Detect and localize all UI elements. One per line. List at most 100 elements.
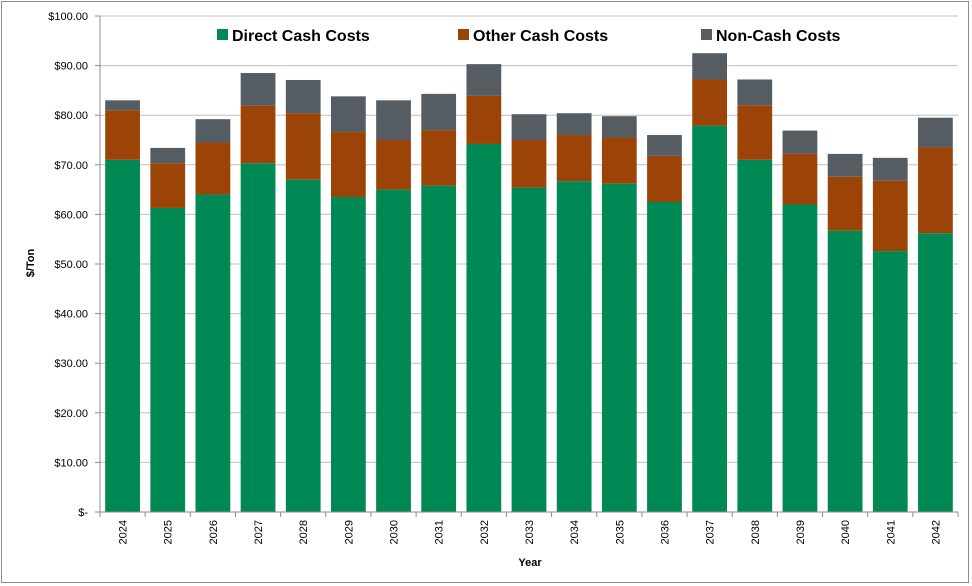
- axes: [95, 15, 959, 517]
- y-tick-label: $-: [78, 507, 88, 519]
- bar-direct-cash-costs-2036: [647, 202, 682, 512]
- bar-direct-cash-costs-2027: [240, 163, 276, 512]
- bar-other-cash-costs-2031: [421, 130, 457, 186]
- bar-other-cash-costs-2027: [240, 105, 276, 164]
- bar-other-cash-costs-2040: [827, 176, 863, 231]
- bar-non-cash-costs-2032: [466, 64, 502, 96]
- bar-non-cash-costs-2029: [330, 96, 366, 133]
- x-tick-label: 2028: [298, 520, 310, 544]
- legend-label: Other Cash Costs: [473, 28, 608, 45]
- legend-swatch: [458, 29, 469, 40]
- bar-non-cash-costs-2040: [827, 153, 863, 177]
- bar-non-cash-costs-2039: [782, 130, 818, 154]
- y-tick-label: $100.00: [48, 11, 88, 23]
- y-axis-title: $/Ton: [25, 248, 37, 277]
- bar-other-cash-costs-2025: [150, 163, 186, 208]
- bar-other-cash-costs-2028: [285, 113, 321, 180]
- x-tick-label: 2024: [118, 520, 130, 544]
- x-tick-label: 2042: [930, 520, 942, 544]
- x-tick-label: 2040: [840, 520, 852, 544]
- bar-non-cash-costs-2025: [150, 147, 186, 164]
- bar-other-cash-costs-2038: [737, 105, 773, 160]
- x-tick-label: 2025: [163, 520, 175, 544]
- x-tick-labels: 2024 2025 2026 2027 2028 2029 2030 2031 2032 2033…: [118, 520, 943, 544]
- bar-non-cash-costs-2035: [601, 116, 637, 138]
- bar-non-cash-costs-2036: [647, 135, 682, 156]
- x-tick-label: 2030: [389, 520, 401, 544]
- bar-direct-cash-costs-2041: [872, 251, 908, 512]
- bar-other-cash-costs-2030: [376, 140, 411, 190]
- bar-direct-cash-costs-2039: [782, 204, 818, 513]
- legend: Direct Cash Costs Other Cash Costs Non-Cas…: [217, 28, 841, 45]
- bar-non-cash-costs-2030: [376, 100, 411, 140]
- x-tick-label: 2033: [524, 520, 536, 544]
- y-tick-label: $40.00: [54, 309, 88, 321]
- bar-non-cash-costs-2034: [556, 113, 592, 136]
- y-tick-labels: $- $10.00 $20.00 $30.00 $40.00 $50.00 $60.00 $7…: [48, 11, 88, 519]
- x-tick-label: 2026: [208, 520, 220, 544]
- bar-other-cash-costs-2032: [466, 95, 502, 144]
- y-tick-label: $20.00: [54, 408, 88, 420]
- bar-direct-cash-costs-2042: [918, 233, 953, 513]
- bar-direct-cash-costs-2024: [105, 159, 140, 512]
- bar-direct-cash-costs-2031: [421, 185, 457, 512]
- legend-swatch: [217, 29, 228, 40]
- x-tick-label: 2038: [750, 520, 762, 544]
- bar-other-cash-costs-2029: [330, 132, 366, 198]
- x-tick-label: 2029: [343, 520, 355, 544]
- y-tick-label: $90.00: [54, 61, 88, 73]
- bar-direct-cash-costs-2025: [150, 207, 186, 512]
- bar-non-cash-costs-2026: [195, 119, 231, 143]
- legend-label: Direct Cash Costs: [232, 28, 370, 45]
- y-tick-label: $50.00: [54, 259, 88, 271]
- y-tick-label: $30.00: [54, 358, 88, 370]
- bar-non-cash-costs-2028: [285, 79, 321, 114]
- x-tick-label: 2039: [795, 520, 807, 544]
- bar-other-cash-costs-2037: [692, 79, 728, 126]
- bar-non-cash-costs-2042: [918, 117, 953, 148]
- legend-swatch: [701, 29, 712, 40]
- y-tick-label: $80.00: [54, 110, 88, 122]
- bar-direct-cash-costs-2026: [195, 194, 231, 512]
- bar-direct-cash-costs-2037: [692, 125, 728, 512]
- bars: [105, 53, 953, 513]
- bar-other-cash-costs-2033: [511, 140, 547, 188]
- bar-other-cash-costs-2036: [647, 155, 682, 202]
- x-tick-label: 2031: [434, 520, 446, 544]
- bar-other-cash-costs-2035: [601, 137, 637, 184]
- bar-non-cash-costs-2038: [737, 79, 773, 106]
- bar-other-cash-costs-2042: [918, 147, 953, 234]
- bar-other-cash-costs-2034: [556, 135, 592, 182]
- x-axis-title: Year: [518, 557, 542, 569]
- bar-other-cash-costs-2039: [782, 153, 818, 205]
- legend-label: Non-Cash Costs: [716, 28, 841, 45]
- x-tick-label: 2036: [659, 520, 671, 544]
- bar-other-cash-costs-2026: [195, 142, 231, 195]
- bar-non-cash-costs-2027: [240, 73, 276, 106]
- x-tick-label: 2035: [614, 520, 626, 544]
- bar-direct-cash-costs-2034: [556, 181, 592, 512]
- bar-non-cash-costs-2031: [421, 93, 457, 131]
- bar-direct-cash-costs-2029: [330, 197, 366, 513]
- y-tick-label: $10.00: [54, 457, 88, 469]
- bar-direct-cash-costs-2030: [376, 189, 411, 512]
- bar-other-cash-costs-2024: [105, 110, 140, 160]
- bar-non-cash-costs-2024: [105, 100, 140, 111]
- bar-non-cash-costs-2041: [872, 157, 908, 181]
- x-tick-label: 2027: [253, 520, 265, 544]
- y-tick-label: $70.00: [54, 160, 88, 172]
- bar-direct-cash-costs-2035: [601, 183, 637, 512]
- bar-direct-cash-costs-2033: [511, 187, 547, 512]
- x-tick-label: 2032: [479, 520, 491, 544]
- bar-non-cash-costs-2033: [511, 114, 547, 140]
- x-tick-label: 2034: [569, 520, 581, 544]
- y-tick-label: $60.00: [54, 209, 88, 221]
- bar-direct-cash-costs-2040: [827, 230, 863, 512]
- x-tick-label: 2041: [885, 520, 897, 544]
- bar-other-cash-costs-2041: [872, 180, 908, 252]
- bar-direct-cash-costs-2032: [466, 143, 502, 512]
- x-tick-label: 2037: [705, 520, 717, 544]
- bar-direct-cash-costs-2028: [285, 179, 321, 512]
- bar-direct-cash-costs-2038: [737, 159, 773, 512]
